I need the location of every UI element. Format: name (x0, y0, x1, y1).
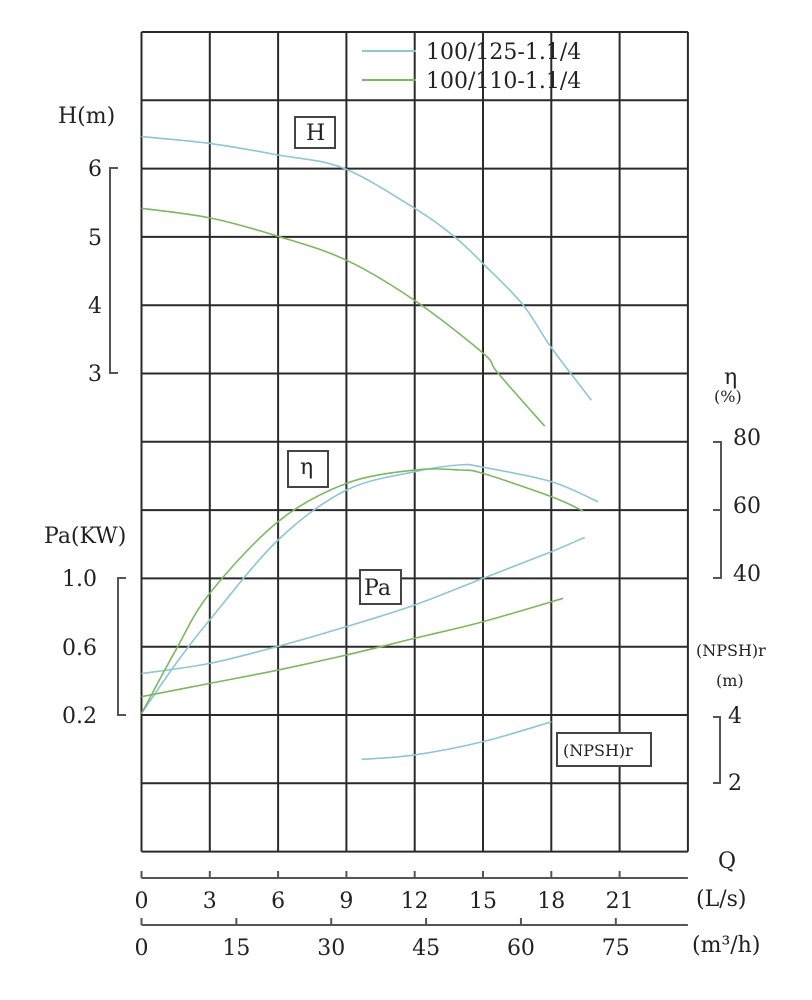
eta-axis-label: η (724, 365, 737, 390)
npsh-tick-4: 4 (728, 704, 742, 729)
x-tick-label-ls: 12 (401, 889, 429, 914)
x-tick-label-ls: 9 (339, 889, 353, 914)
curve-pa-100-125 (141, 536, 586, 675)
curve-pa-100-110 (141, 597, 564, 698)
eta-axis-unit: (%) (714, 387, 742, 406)
h-tick-3: 3 (88, 362, 102, 387)
svg-text:Pa: Pa (364, 576, 391, 601)
x-tick-label-m3h: 0 (135, 936, 149, 961)
label-box-npsh: (NPSH)r (556, 732, 652, 767)
x-axis-label-q: Q (718, 849, 736, 874)
npsh-axis-unit: (m) (716, 671, 744, 690)
svg-text:η: η (300, 455, 313, 480)
x-tick-label-ls: 15 (469, 889, 497, 914)
x-axis-unit-m3h: (m³/h) (692, 933, 760, 958)
label-box-eta: η (287, 450, 329, 488)
label-box-pa: Pa (359, 569, 402, 605)
h-tick-4: 4 (88, 294, 102, 319)
h-tick-6: 6 (88, 157, 102, 182)
curve-eta-100-125 (140, 463, 599, 714)
curve-h-100-125 (141, 135, 593, 401)
pa-axis-bracket (117, 577, 126, 716)
svg-text:H: H (306, 121, 325, 146)
legend: 100/125-1.1/4 100/110-1.1/4 (362, 40, 581, 94)
h-tick-5: 5 (88, 226, 102, 251)
eta-tick-80: 80 (733, 426, 761, 451)
x-axis-m3h: 0 15 30 45 60 75 (135, 918, 688, 961)
x-tick-label-m3h: 15 (222, 936, 250, 961)
x-tick-label-ls: 18 (537, 889, 565, 914)
curve-h-100-110 (141, 207, 546, 427)
curve-eta-100-110 (140, 468, 584, 714)
eta-tick-60: 60 (733, 494, 761, 519)
x-tick-label-ls: 3 (203, 889, 217, 914)
x-tick-label-ls: 0 (135, 889, 149, 914)
label-box-h: H (294, 116, 336, 149)
x-tick-label-ls: 6 (271, 889, 285, 914)
eta-tick-40: 40 (733, 562, 761, 587)
h-axis-label: H(m) (58, 104, 115, 129)
npsh-axis-label: (NPSH)r (696, 641, 766, 660)
legend-label-100-110: 100/110-1.1/4 (426, 69, 581, 94)
chart-grid (140, 31, 689, 853)
pa-axis-label: Pa(KW) (44, 524, 126, 549)
pa-tick-0.2: 0.2 (62, 704, 97, 729)
npsh-axis-bracket (713, 716, 721, 784)
x-axis-ls: 0 3 6 9 12 15 18 21 (135, 871, 688, 914)
x-tick-label-m3h: 75 (602, 936, 630, 961)
x-tick-label-m3h: 30 (317, 936, 345, 961)
x-tick-label-m3h: 45 (412, 936, 440, 961)
x-axis-unit-ls: (L/s) (696, 887, 746, 912)
npsh-tick-2: 2 (728, 771, 742, 796)
eta-axis-bracket (713, 441, 722, 579)
h-axis-bracket (109, 167, 118, 374)
curves (140, 135, 599, 761)
x-tick-label-ls: 21 (606, 889, 634, 914)
curve-npsh-100-125 (361, 721, 552, 761)
pa-tick-1.0: 1.0 (62, 567, 97, 592)
x-tick-label-m3h: 60 (507, 936, 535, 961)
svg-text:(NPSH)r: (NPSH)r (563, 741, 633, 760)
legend-label-100-125: 100/125-1.1/4 (426, 40, 581, 65)
pa-tick-0.6: 0.6 (62, 636, 97, 661)
